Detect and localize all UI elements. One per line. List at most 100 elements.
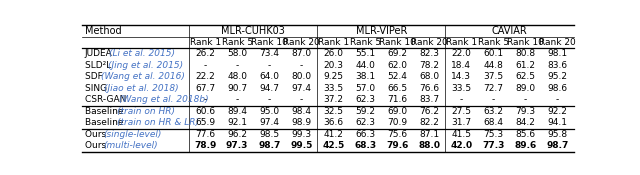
Text: 31.7: 31.7: [451, 118, 472, 127]
Text: Rank 10: Rank 10: [507, 38, 544, 47]
Text: 98.9: 98.9: [291, 118, 311, 127]
Text: Baseline: Baseline: [85, 107, 126, 116]
Text: 70.9: 70.9: [387, 118, 408, 127]
Text: 37.2: 37.2: [323, 95, 343, 104]
Text: (Jiao et al. 2018): (Jiao et al. 2018): [104, 84, 179, 93]
Text: 98.1: 98.1: [547, 49, 568, 58]
Text: Rank 10: Rank 10: [379, 38, 416, 47]
Text: 41.5: 41.5: [451, 130, 472, 139]
Text: 68.4: 68.4: [483, 118, 504, 127]
Text: 62.3: 62.3: [355, 95, 375, 104]
Text: 22.0: 22.0: [451, 49, 471, 58]
Text: 63.2: 63.2: [483, 107, 504, 116]
Text: 85.6: 85.6: [515, 130, 536, 139]
Text: MLR-CUHK03: MLR-CUHK03: [221, 26, 285, 36]
Text: 76.6: 76.6: [419, 84, 440, 93]
Text: 44.0: 44.0: [355, 61, 375, 70]
Text: (train on HR): (train on HR): [117, 107, 175, 116]
Text: -: -: [268, 95, 271, 104]
Text: 98.6: 98.6: [547, 84, 568, 93]
Text: 66.3: 66.3: [355, 130, 376, 139]
Text: 94.7: 94.7: [259, 84, 279, 93]
Text: 42.0: 42.0: [451, 141, 472, 150]
Text: (Li et al. 2015): (Li et al. 2015): [109, 49, 175, 58]
Text: 57.0: 57.0: [355, 84, 376, 93]
Text: 48.0: 48.0: [227, 72, 247, 81]
Text: CSR-GAN: CSR-GAN: [85, 95, 129, 104]
Text: 75.3: 75.3: [483, 130, 504, 139]
Text: 67.7: 67.7: [195, 84, 215, 93]
Text: 66.5: 66.5: [387, 84, 408, 93]
Text: -: -: [556, 95, 559, 104]
Text: 69.0: 69.0: [387, 107, 408, 116]
Text: Rank 5: Rank 5: [349, 38, 381, 47]
Text: 60.1: 60.1: [483, 49, 504, 58]
Text: CAVIAR: CAVIAR: [492, 26, 527, 36]
Text: -: -: [204, 95, 207, 104]
Text: 92.1: 92.1: [227, 118, 247, 127]
Text: 52.4: 52.4: [387, 72, 407, 81]
Text: 72.7: 72.7: [483, 84, 504, 93]
Text: 82.3: 82.3: [419, 49, 440, 58]
Text: -: -: [268, 61, 271, 70]
Text: 62.5: 62.5: [515, 72, 536, 81]
Text: 87.1: 87.1: [419, 130, 440, 139]
Text: 62.3: 62.3: [355, 118, 375, 127]
Text: 33.5: 33.5: [451, 84, 472, 93]
Text: 87.0: 87.0: [291, 49, 311, 58]
Text: 27.5: 27.5: [451, 107, 472, 116]
Text: -: -: [460, 95, 463, 104]
Text: Rank 5: Rank 5: [478, 38, 509, 47]
Text: 20.3: 20.3: [323, 61, 343, 70]
Text: 32.5: 32.5: [323, 107, 343, 116]
Text: 61.2: 61.2: [515, 61, 536, 70]
Text: 42.5: 42.5: [322, 141, 344, 150]
Text: 97.3: 97.3: [226, 141, 248, 150]
Text: 22.2: 22.2: [195, 72, 215, 81]
Text: 97.4: 97.4: [291, 84, 311, 93]
Text: 62.0: 62.0: [387, 61, 407, 70]
Text: 55.1: 55.1: [355, 49, 376, 58]
Text: 33.5: 33.5: [323, 84, 343, 93]
Text: (single-level): (single-level): [104, 130, 162, 139]
Text: 80.8: 80.8: [515, 49, 536, 58]
Text: 99.3: 99.3: [291, 130, 311, 139]
Text: 97.4: 97.4: [259, 118, 279, 127]
Text: 96.2: 96.2: [227, 130, 247, 139]
Text: 95.8: 95.8: [547, 130, 568, 139]
Text: 38.1: 38.1: [355, 72, 376, 81]
Text: 94.1: 94.1: [547, 118, 568, 127]
Text: 82.2: 82.2: [419, 118, 439, 127]
Text: SLD²L: SLD²L: [85, 61, 114, 70]
Text: 89.6: 89.6: [515, 141, 536, 150]
Text: (Jing et al. 2015): (Jing et al. 2015): [108, 61, 182, 70]
Text: 99.5: 99.5: [290, 141, 312, 150]
Text: Rank 10: Rank 10: [251, 38, 287, 47]
Text: MLR-VIPeR: MLR-VIPeR: [356, 26, 407, 36]
Text: -: -: [204, 61, 207, 70]
Text: 79.6: 79.6: [386, 141, 408, 150]
Text: 78.2: 78.2: [419, 61, 440, 70]
Text: 88.0: 88.0: [419, 141, 440, 150]
Text: 18.4: 18.4: [451, 61, 472, 70]
Text: Rank 1: Rank 1: [446, 38, 477, 47]
Text: -: -: [524, 95, 527, 104]
Text: 95.2: 95.2: [547, 72, 568, 81]
Text: Method: Method: [85, 26, 122, 36]
Text: 78.9: 78.9: [194, 141, 216, 150]
Text: 14.3: 14.3: [451, 72, 472, 81]
Text: 65.9: 65.9: [195, 118, 215, 127]
Text: 41.2: 41.2: [323, 130, 343, 139]
Text: -: -: [300, 95, 303, 104]
Text: 80.0: 80.0: [291, 72, 311, 81]
Text: 98.4: 98.4: [291, 107, 311, 116]
Text: 26.2: 26.2: [195, 49, 215, 58]
Text: 76.2: 76.2: [419, 107, 440, 116]
Text: Rank 1: Rank 1: [189, 38, 221, 47]
Text: -: -: [236, 61, 239, 70]
Text: Rank 20: Rank 20: [283, 38, 319, 47]
Text: -: -: [236, 95, 239, 104]
Text: 98.7: 98.7: [258, 141, 280, 150]
Text: 68.3: 68.3: [355, 141, 376, 150]
Text: Rank 5: Rank 5: [221, 38, 253, 47]
